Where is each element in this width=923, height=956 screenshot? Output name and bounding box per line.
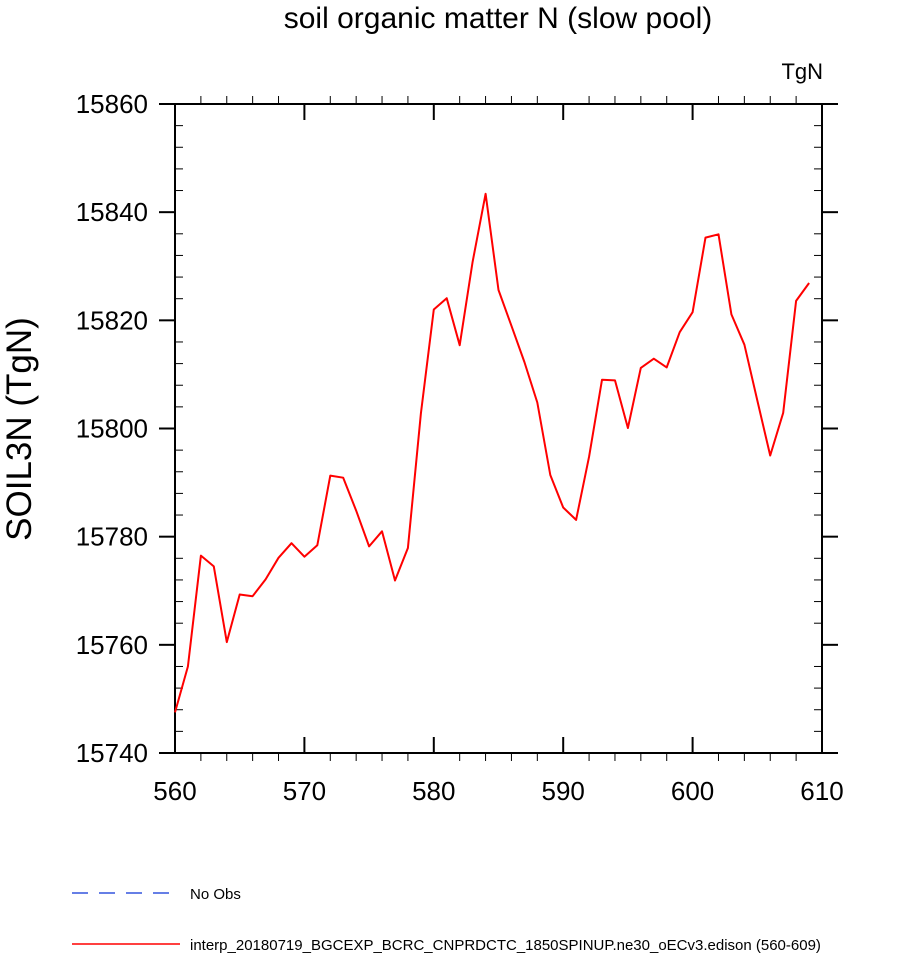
data-point [692, 311, 694, 313]
data-point [472, 261, 474, 263]
data-point [446, 297, 448, 299]
data-points [174, 193, 810, 714]
data-series-line [175, 194, 809, 713]
data-point [342, 477, 344, 479]
x-tick-label: 570 [283, 776, 326, 806]
data-point [808, 282, 810, 284]
data-point [278, 557, 280, 559]
major-ticks [159, 104, 838, 753]
legend: No Obs interp_20180719_BGCEXP_BCRC_CNPRD… [72, 886, 821, 954]
data-point [316, 544, 318, 546]
data-point [588, 456, 590, 458]
units-label: TgN [781, 59, 823, 84]
x-tick-label: 560 [153, 776, 196, 806]
data-point [653, 358, 655, 360]
data-point [523, 361, 525, 363]
data-point [549, 474, 551, 476]
data-point [420, 412, 422, 414]
data-point [187, 666, 189, 668]
legend-label-no-obs: No Obs [190, 886, 241, 903]
data-point [601, 379, 603, 381]
data-point [329, 475, 331, 477]
data-point [433, 309, 435, 311]
minor-ticks [175, 96, 822, 761]
y-tick-label: 15800 [76, 414, 148, 444]
data-point [355, 510, 357, 512]
data-point [640, 367, 642, 369]
data-point [575, 519, 577, 521]
data-point [756, 399, 758, 401]
data-point [666, 366, 668, 368]
data-point [485, 193, 487, 195]
data-point [368, 545, 370, 547]
data-point [769, 455, 771, 457]
data-point [265, 578, 267, 580]
data-point [614, 379, 616, 381]
x-tick-label: 610 [800, 776, 843, 806]
y-tick-label: 15840 [76, 197, 148, 227]
data-point [226, 641, 228, 643]
x-tick-label: 600 [671, 776, 714, 806]
y-tick-label: 15820 [76, 305, 148, 335]
data-point [705, 237, 707, 239]
data-point [536, 402, 538, 404]
data-point [252, 595, 254, 597]
data-point [718, 233, 720, 235]
line-chart: soil organic matter N (slow pool) TgN SO… [0, 0, 923, 956]
data-point [459, 344, 461, 346]
data-point [213, 565, 215, 567]
plot-frame [175, 104, 822, 753]
data-point [627, 427, 629, 429]
data-point [782, 412, 784, 414]
chart-title: soil organic matter N (slow pool) [284, 2, 712, 35]
data-point [795, 300, 797, 302]
data-point [730, 313, 732, 315]
x-tick-label: 590 [542, 776, 585, 806]
data-point [562, 507, 564, 509]
data-point [743, 344, 745, 346]
data-point [200, 555, 202, 557]
y-tick-label: 15740 [76, 738, 148, 768]
y-tick-labels: 15740 15760 15780 15800 15820 15840 15860 [76, 89, 148, 768]
data-point [498, 289, 500, 291]
data-point [394, 580, 396, 582]
data-point [679, 331, 681, 333]
x-tick-labels: 560 570 580 590 600 610 [153, 776, 843, 806]
data-point [407, 547, 409, 549]
legend-label-model: interp_20180719_BGCEXP_BCRC_CNPRDCTC_185… [190, 937, 821, 954]
x-tick-label: 580 [412, 776, 455, 806]
y-axis-label: SOIL3N (TgN) [0, 317, 39, 541]
data-point [510, 325, 512, 327]
y-tick-label: 15860 [76, 89, 148, 119]
y-tick-label: 15780 [76, 522, 148, 552]
data-point [239, 594, 241, 596]
y-tick-label: 15760 [76, 630, 148, 660]
data-point [174, 711, 176, 713]
data-point [381, 530, 383, 532]
data-point [291, 542, 293, 544]
data-point [303, 556, 305, 558]
